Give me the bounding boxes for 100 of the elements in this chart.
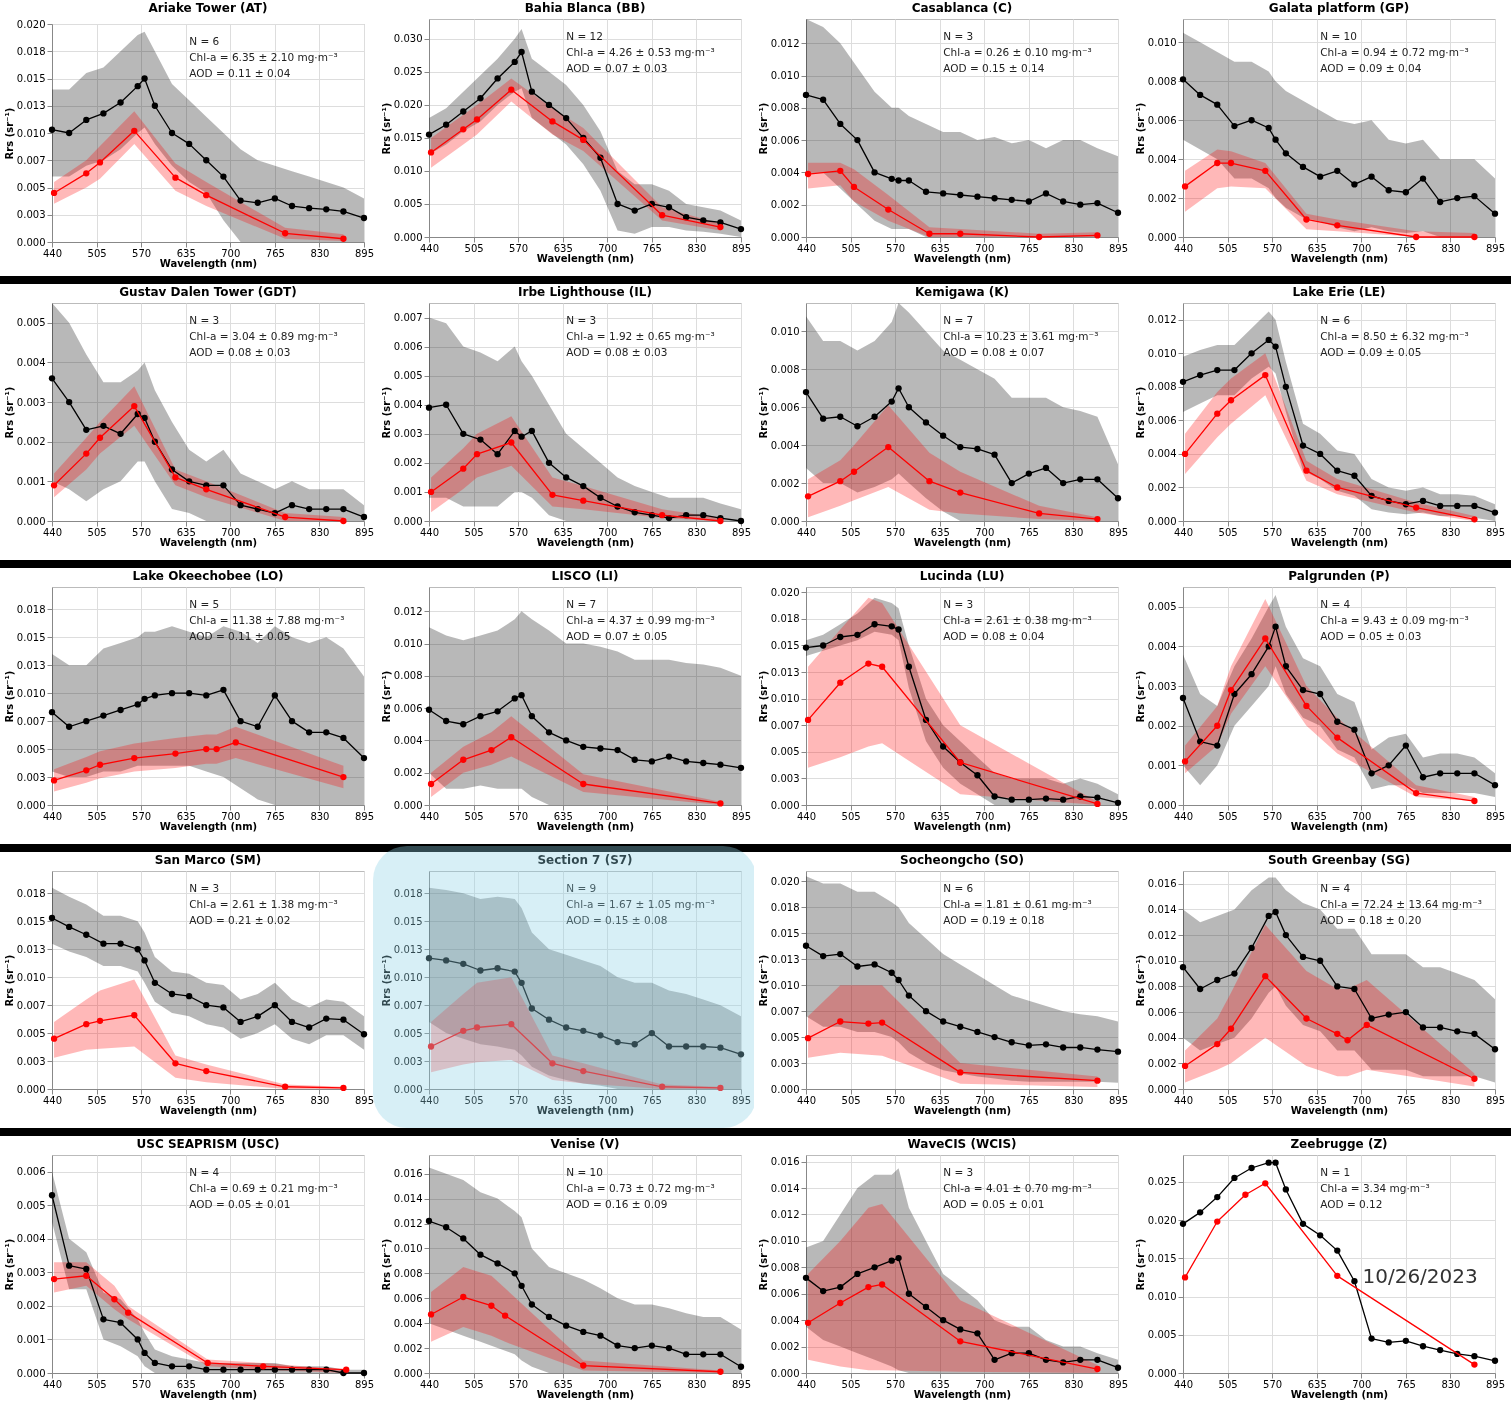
y-tick-label: 0.003 [16, 396, 46, 408]
point [83, 116, 90, 124]
y-tick-label: 0.006 [393, 341, 423, 353]
point [220, 1004, 227, 1011]
x-tick-label: 570 [132, 810, 152, 822]
y-tick-label: 0.010 [770, 979, 800, 991]
point [1214, 159, 1221, 167]
point [1114, 209, 1122, 216]
x-tick-label: 895 [354, 526, 375, 538]
point [957, 230, 964, 237]
point [562, 1322, 570, 1329]
point [340, 235, 347, 242]
annotation: N = 6 [1320, 314, 1351, 326]
point [100, 110, 107, 117]
point [545, 729, 553, 736]
point [648, 758, 656, 765]
x-tick-label: 700 [1352, 526, 1372, 538]
point [460, 1027, 467, 1035]
x-tick-label: 765 [642, 810, 662, 822]
point [83, 1272, 90, 1279]
point [83, 1265, 90, 1273]
y-tick-label: 0.005 [770, 1031, 800, 1043]
point [220, 173, 227, 180]
x-tick-label: 765 [1019, 526, 1039, 538]
x-tick-label: 830 [1064, 242, 1084, 254]
y-tick-label: 0.005 [1147, 1329, 1177, 1341]
point [1077, 1044, 1084, 1051]
point [1196, 371, 1204, 379]
x-axis-title: Wavelength (nm) [913, 1104, 1012, 1116]
point [1242, 1191, 1249, 1198]
point [802, 1274, 810, 1282]
point [1303, 702, 1310, 710]
y-tick-label: 0.002 [16, 1300, 46, 1312]
point [360, 513, 368, 521]
x-tick-label: 570 [132, 526, 152, 538]
point [837, 950, 844, 958]
point [1299, 686, 1307, 694]
annotation: Chl-a = 9.43 ± 0.09 mg·m⁻³ [1320, 614, 1469, 626]
point [580, 1362, 587, 1369]
point [511, 695, 518, 702]
x-tick-label: 830 [1064, 810, 1084, 822]
point [134, 82, 141, 90]
y-tick-label: 0.007 [16, 715, 46, 727]
x-tick-label: 700 [221, 1094, 241, 1106]
point [922, 419, 930, 426]
point [203, 191, 210, 199]
y-axis-title: Rrs (sr⁻¹) [1134, 1238, 1146, 1291]
point [802, 942, 810, 949]
point [220, 1366, 227, 1373]
y-tick-label: 0.012 [393, 1218, 423, 1230]
point [1035, 510, 1043, 517]
point [65, 1262, 73, 1269]
point [460, 756, 467, 763]
x-tick-label: 830 [687, 526, 707, 538]
point [895, 626, 902, 633]
y-tick-label: 0.013 [16, 943, 46, 955]
point [888, 1257, 895, 1264]
point [1077, 476, 1084, 483]
point [1181, 758, 1189, 765]
point [168, 129, 176, 137]
point [1491, 1357, 1499, 1364]
x-tick-label: 440 [419, 526, 440, 538]
point [1179, 378, 1187, 385]
y-tick-label: 0.008 [770, 102, 800, 114]
x-tick-label: 895 [1108, 1378, 1129, 1390]
point [172, 174, 179, 181]
point [957, 1023, 964, 1030]
y-axis-title: Rrs (sr⁻¹) [757, 386, 769, 439]
point [477, 713, 484, 720]
point [819, 415, 827, 422]
point [682, 758, 690, 765]
x-tick-label: 830 [1064, 1378, 1084, 1390]
point [501, 1312, 509, 1319]
point [888, 398, 895, 405]
y-tick-label: 0.010 [393, 638, 423, 650]
y-tick-label: 0.012 [1147, 929, 1177, 941]
point [1316, 690, 1324, 698]
point [1272, 136, 1279, 143]
x-tick-label: 765 [265, 810, 285, 822]
point [895, 976, 902, 984]
point [1419, 774, 1427, 781]
point [1059, 198, 1067, 205]
point [65, 923, 73, 931]
x-tick-label: 505 [87, 247, 107, 259]
y-tick-label: 0.018 [16, 45, 46, 57]
x-tick-label: 830 [687, 1378, 707, 1390]
point [819, 952, 827, 960]
chart-title: WaveCIS (WCIS) [907, 1137, 1017, 1151]
point [837, 1283, 844, 1291]
x-axis-title: Wavelength (nm) [159, 1104, 258, 1116]
point [1334, 222, 1341, 229]
point [96, 1017, 104, 1024]
y-tick-label: 0.020 [770, 586, 800, 598]
point [213, 745, 220, 753]
x-tick-label: 765 [642, 526, 662, 538]
y-tick-label: 0.003 [770, 1057, 800, 1069]
x-tick-label: 830 [310, 1378, 330, 1390]
y-tick-label: 0.005 [393, 370, 423, 382]
y-tick-label: 0.000 [1147, 799, 1177, 811]
x-axis-title: Wavelength (nm) [536, 252, 635, 264]
